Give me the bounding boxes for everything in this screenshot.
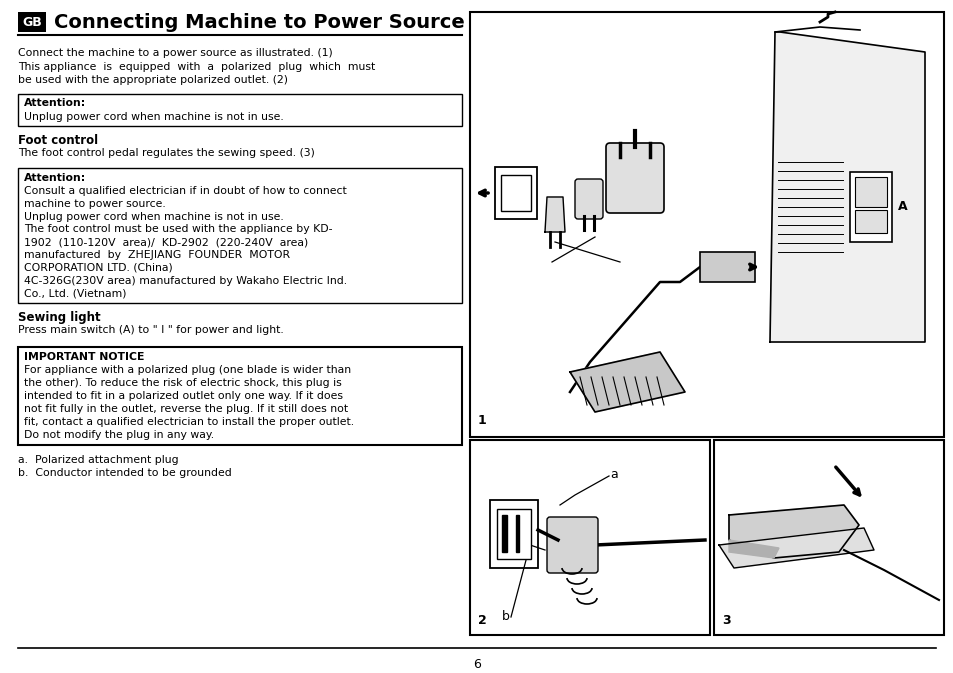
- Bar: [700, 252, 754, 282]
- Text: b.  Conductor intended to be grounded: b. Conductor intended to be grounded: [18, 468, 232, 478]
- Text: CORPORATION LTD. (China): CORPORATION LTD. (China): [24, 262, 172, 273]
- Text: Consult a qualified electrician if in doubt of how to connect: Consult a qualified electrician if in do…: [24, 186, 346, 196]
- Polygon shape: [728, 540, 779, 558]
- Bar: [470, 440, 709, 635]
- Bar: [849, 172, 891, 242]
- Text: a: a: [609, 468, 618, 481]
- FancyBboxPatch shape: [575, 179, 602, 219]
- Polygon shape: [569, 352, 684, 412]
- Polygon shape: [769, 32, 924, 342]
- Text: Unplug power cord when machine is not in use.: Unplug power cord when machine is not in…: [24, 211, 283, 221]
- Bar: [18, 94, 461, 125]
- Text: a.  Polarized attachment plug: a. Polarized attachment plug: [18, 455, 178, 464]
- Bar: [495, 167, 537, 219]
- Bar: [490, 500, 537, 568]
- Text: not fit fully in the outlet, reverse the plug. If it still does not: not fit fully in the outlet, reverse the…: [24, 404, 348, 414]
- Text: 3: 3: [721, 614, 730, 627]
- Polygon shape: [501, 515, 506, 552]
- Text: GB: GB: [22, 15, 42, 28]
- Text: Attention:: Attention:: [24, 98, 86, 108]
- Bar: [18, 12, 46, 32]
- Text: intended to fit in a polarized outlet only one way. If it does: intended to fit in a polarized outlet on…: [24, 391, 343, 400]
- Bar: [470, 12, 943, 437]
- Text: manufactured  by  ZHEJIANG  FOUNDER  MOTOR: manufactured by ZHEJIANG FOUNDER MOTOR: [24, 250, 290, 260]
- Bar: [500, 175, 531, 211]
- Text: fit, contact a qualified electrician to install the proper outlet.: fit, contact a qualified electrician to …: [24, 417, 354, 427]
- Bar: [713, 440, 943, 635]
- Text: The foot control pedal regulates the sewing speed. (3): The foot control pedal regulates the sew…: [18, 147, 314, 157]
- Text: machine to power source.: machine to power source.: [24, 199, 166, 209]
- Text: IMPORTANT NOTICE: IMPORTANT NOTICE: [24, 352, 144, 361]
- Text: Connecting Machine to Power Source: Connecting Machine to Power Source: [54, 13, 464, 32]
- Text: Connect the machine to a power source as illustrated. (1): Connect the machine to a power source as…: [18, 48, 333, 58]
- Text: Press main switch (A) to " I " for power and light.: Press main switch (A) to " I " for power…: [18, 325, 283, 335]
- Text: For appliance with a polarized plug (one blade is wider than: For appliance with a polarized plug (one…: [24, 365, 351, 375]
- Bar: [18, 347, 461, 445]
- Text: be used with the appropriate polarized outlet. (2): be used with the appropriate polarized o…: [18, 75, 288, 85]
- FancyBboxPatch shape: [605, 143, 663, 213]
- Bar: [854, 210, 886, 233]
- Text: A: A: [897, 201, 906, 213]
- Text: Co., Ltd. (Vietnam): Co., Ltd. (Vietnam): [24, 289, 127, 298]
- Text: This appliance  is  equipped  with  a  polarized  plug  which  must: This appliance is equipped with a polari…: [18, 61, 375, 71]
- Text: Sewing light: Sewing light: [18, 311, 100, 324]
- Text: b: b: [501, 610, 510, 623]
- Text: 1: 1: [477, 414, 486, 427]
- Text: the other). To reduce the risk of electric shock, this plug is: the other). To reduce the risk of electr…: [24, 378, 341, 388]
- Polygon shape: [719, 528, 873, 568]
- Polygon shape: [728, 505, 858, 558]
- Polygon shape: [516, 515, 518, 552]
- Text: Unplug power cord when machine is not in use.: Unplug power cord when machine is not in…: [24, 112, 283, 122]
- Polygon shape: [544, 197, 564, 232]
- Bar: [18, 168, 461, 304]
- Bar: [854, 177, 886, 207]
- Text: 2: 2: [477, 614, 486, 627]
- Text: 6: 6: [473, 658, 480, 671]
- Text: 4C-326G(230V area) manufactured by Wakaho Electric Ind.: 4C-326G(230V area) manufactured by Wakah…: [24, 276, 347, 285]
- Text: The foot control must be used with the appliance by KD-: The foot control must be used with the a…: [24, 224, 333, 234]
- Text: Foot control: Foot control: [18, 133, 98, 147]
- FancyBboxPatch shape: [546, 517, 598, 573]
- Text: 1902  (110-120V  area)/  KD-2902  (220-240V  area): 1902 (110-120V area)/ KD-2902 (220-240V …: [24, 237, 308, 247]
- Text: Do not modify the plug in any way.: Do not modify the plug in any way.: [24, 429, 213, 439]
- Text: Attention:: Attention:: [24, 173, 86, 183]
- Bar: [497, 509, 531, 559]
